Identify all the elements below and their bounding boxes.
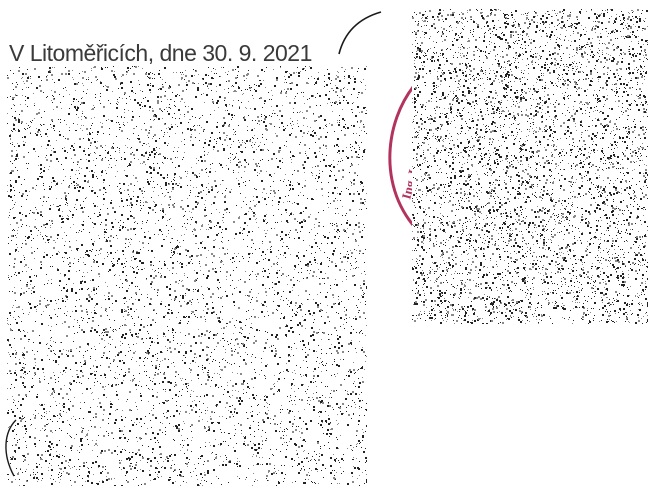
redaction-block-right [412, 9, 648, 324]
signature-stroke [335, 8, 385, 58]
place-date-line: V Litoměřicích, dne 30. 9. 2021 [9, 40, 312, 66]
signature-tail [0, 418, 20, 478]
redaction-block-left [7, 66, 367, 486]
